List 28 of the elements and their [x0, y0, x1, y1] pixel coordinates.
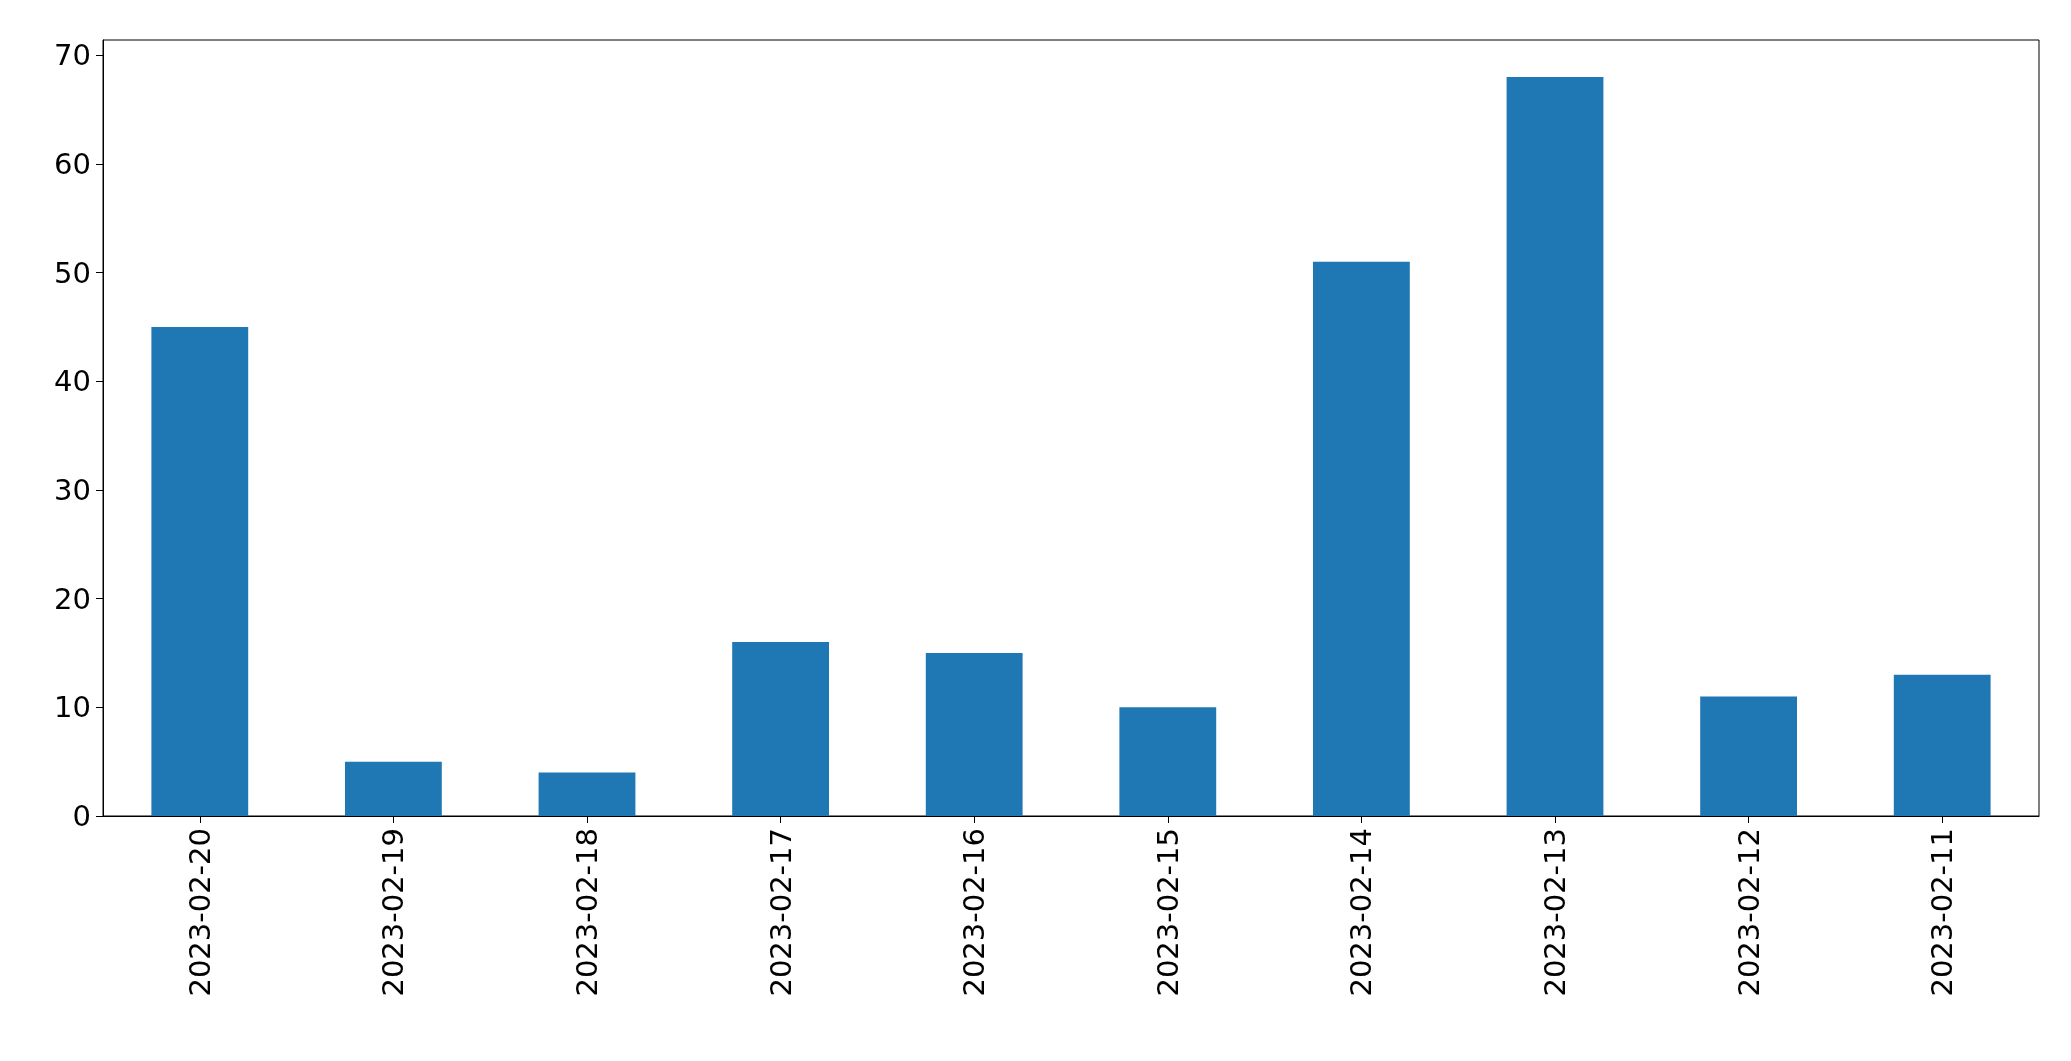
bar: [1119, 707, 1217, 816]
bar: [538, 772, 636, 816]
y-tick-label: 10: [54, 690, 91, 725]
bar: [1700, 696, 1797, 816]
x-tick-label: 2023-02-20: [182, 828, 217, 997]
y-tick-label: 0: [72, 799, 91, 833]
x-tick-label: 2023-02-18: [570, 828, 604, 997]
bar: [151, 326, 249, 816]
x-tick-label: 2023-02-15: [1150, 828, 1185, 997]
y-tick-label: 60: [54, 146, 91, 181]
y-tick-label: 70: [54, 38, 91, 73]
y-tick-label: 30: [54, 472, 91, 507]
y-tick-label: 40: [54, 364, 91, 399]
bar: [1313, 261, 1410, 816]
x-tick-label: 2023-02-12: [1731, 828, 1766, 997]
bar: [732, 642, 829, 816]
y-tick-label: 20: [54, 581, 91, 616]
bar: [1506, 76, 1604, 816]
x-tick-label: 2023-02-14: [1344, 828, 1379, 997]
y-tick-label: 50: [54, 255, 91, 290]
x-tick-label: 2023-02-17: [763, 828, 798, 997]
x-tick-label: 2023-02-16: [957, 828, 992, 997]
x-tick-label: 2023-02-11: [1925, 828, 1960, 997]
x-tick-label: 2023-02-13: [1538, 828, 1572, 997]
x-tick-label: 2023-02-19: [376, 828, 411, 997]
bar: [925, 652, 1023, 816]
bar: [1893, 674, 1991, 816]
bar: [345, 761, 442, 816]
